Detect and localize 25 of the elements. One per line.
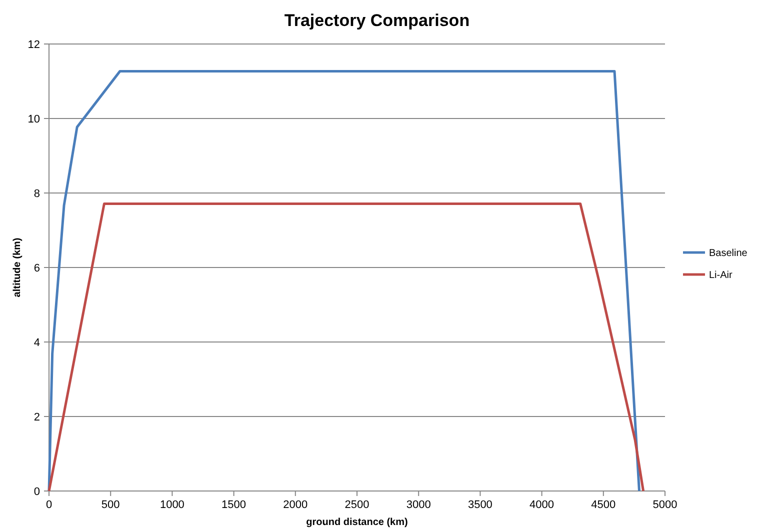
x-tick-label: 0 (46, 499, 52, 511)
legend-label: Li-Air (709, 270, 734, 281)
x-tick-label: 4500 (591, 499, 616, 511)
x-tick-label: 3000 (406, 499, 431, 511)
y-axis-title: altitude (km) (12, 238, 23, 298)
x-tick-label: 3500 (468, 499, 492, 511)
y-tick-label: 0 (34, 486, 40, 498)
chart-title: Trajectory Comparison (284, 11, 470, 30)
y-tick-label: 8 (34, 188, 40, 200)
y-tick-label: 4 (34, 336, 40, 349)
line-series (48, 70, 640, 492)
legend-label: Baseline (709, 248, 748, 259)
x-tick-label: 1500 (222, 499, 246, 511)
x-tick-label: 2000 (283, 499, 308, 511)
y-tick-label: 6 (34, 262, 40, 274)
x-tick-label: 2500 (344, 499, 370, 511)
x-tick-label: 1000 (160, 499, 184, 511)
y-tick-label: 2 (34, 411, 40, 424)
x-tick-label: 500 (101, 499, 120, 511)
y-tick-label: 12 (28, 38, 40, 51)
x-tick-label: 4000 (530, 499, 554, 511)
x-tick-label: 5000 (652, 499, 678, 511)
x-axis-title: ground distance (km) (306, 517, 408, 528)
y-tick-label: 10 (28, 113, 40, 126)
line-series (48, 202, 645, 492)
